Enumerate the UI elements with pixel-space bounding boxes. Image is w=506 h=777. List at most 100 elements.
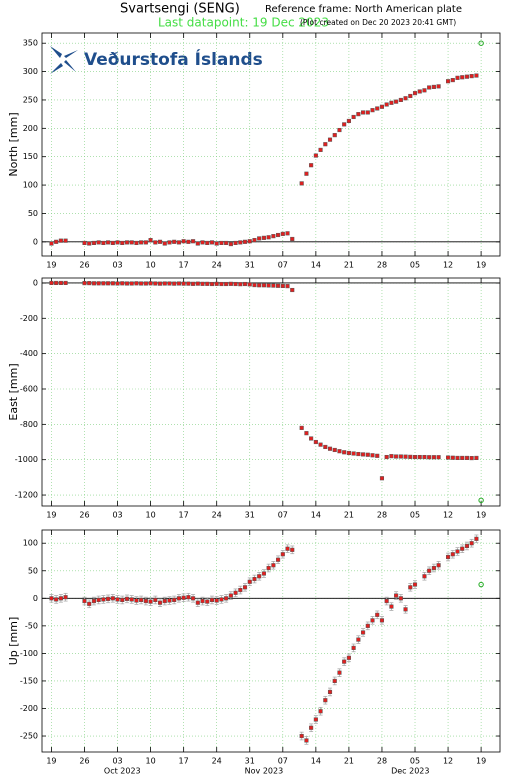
- data-point: [422, 88, 427, 93]
- data-point: [365, 110, 370, 115]
- y-tick-label: 250: [23, 95, 38, 104]
- x-tick-label: 07: [278, 511, 288, 520]
- data-point: [172, 281, 177, 286]
- data-point: [143, 599, 148, 604]
- data-point: [120, 281, 125, 286]
- data-point: [195, 281, 200, 286]
- data-point: [384, 599, 389, 604]
- data-point: [271, 234, 276, 239]
- data-point: [91, 281, 96, 286]
- x-tick-label: 14: [311, 757, 321, 766]
- data-point: [106, 240, 111, 245]
- data-point: [318, 147, 323, 152]
- data-point: [280, 283, 285, 289]
- data-point: [82, 599, 87, 604]
- data-point: [233, 590, 238, 595]
- data-point: [82, 240, 87, 245]
- data-point: [209, 597, 215, 603]
- data-point: [96, 240, 101, 245]
- data-point: [337, 449, 342, 454]
- data-point: [214, 281, 219, 286]
- data-point: [191, 239, 196, 244]
- data-point: [224, 596, 229, 601]
- y-tick-label: -800: [20, 420, 38, 429]
- x-tick-label: 10: [146, 261, 156, 270]
- x-tick-label: 17: [179, 757, 189, 766]
- data-point: [427, 568, 432, 573]
- data-point: [446, 79, 451, 84]
- data-point: [361, 110, 366, 115]
- data-point: [351, 114, 356, 120]
- data-point: [200, 281, 205, 286]
- data-point: [91, 240, 96, 245]
- data-point: [247, 239, 252, 244]
- data-point: [389, 100, 394, 105]
- x-tick-label: 31: [245, 261, 255, 270]
- data-point: [129, 240, 134, 245]
- last-datapoint: Last datapoint: 19 Dec 2023: [158, 16, 329, 30]
- logo-icon: [50, 46, 78, 74]
- data-point: [323, 142, 328, 147]
- data-point: [342, 659, 347, 664]
- data-point: [313, 717, 318, 722]
- created: (Plot created on Dec 20 2023 20:41 GMT): [300, 18, 456, 27]
- data-point: [176, 281, 181, 286]
- data-point: [101, 281, 106, 286]
- data-point: [356, 451, 361, 457]
- data-point: [290, 287, 295, 293]
- x-tick-label: 05: [410, 261, 420, 270]
- data-point: [337, 670, 342, 675]
- data-point: [172, 597, 177, 603]
- data-point: [91, 599, 96, 604]
- data-point: [242, 281, 248, 287]
- x-tick-label: 28: [377, 261, 387, 270]
- data-point: [299, 425, 304, 430]
- data-point: [469, 74, 474, 79]
- data-point: [285, 546, 290, 551]
- data-point: [54, 597, 59, 602]
- y-tick-label: 150: [23, 152, 38, 161]
- y-tick-label: -600: [20, 384, 38, 393]
- data-point: [266, 565, 271, 571]
- data-point: [285, 231, 290, 236]
- data-point: [148, 281, 153, 286]
- x-tick-label: 19: [476, 511, 486, 520]
- data-point: [379, 618, 385, 623]
- data-point: [455, 75, 460, 80]
- data-point: [214, 241, 219, 246]
- data-point: [247, 579, 252, 584]
- y-tick-label: 50: [28, 209, 38, 218]
- data-point: [332, 133, 337, 138]
- data-point: [313, 439, 318, 445]
- x-tick-label: 28: [377, 757, 387, 766]
- data-point: [176, 596, 181, 601]
- data-point: [110, 240, 115, 245]
- data-point: [422, 574, 427, 579]
- data-point: [257, 283, 262, 288]
- data-point: [96, 597, 101, 603]
- data-point: [290, 236, 295, 242]
- y-tick-label: -200: [20, 314, 38, 323]
- data-point: [124, 281, 130, 286]
- data-point: [205, 599, 210, 604]
- data-point: [361, 630, 366, 635]
- data-point: [394, 454, 399, 459]
- data-point: [219, 281, 224, 287]
- data-point: [148, 599, 153, 604]
- data-point: [450, 455, 455, 460]
- y-tick-label: -250: [20, 732, 38, 741]
- data-point: [153, 240, 158, 245]
- data-point: [276, 232, 281, 238]
- data-point: [58, 280, 63, 285]
- data-point: [58, 596, 63, 601]
- data-point: [379, 476, 385, 481]
- data-point: [398, 97, 403, 103]
- data-point: [370, 453, 375, 458]
- y-tick-label: -150: [20, 676, 38, 685]
- data-point: [412, 582, 418, 587]
- data-point: [200, 599, 205, 604]
- data-point: [228, 281, 233, 286]
- data-point: [351, 645, 356, 650]
- data-point: [271, 283, 276, 288]
- y-tick-label: 50: [28, 566, 38, 575]
